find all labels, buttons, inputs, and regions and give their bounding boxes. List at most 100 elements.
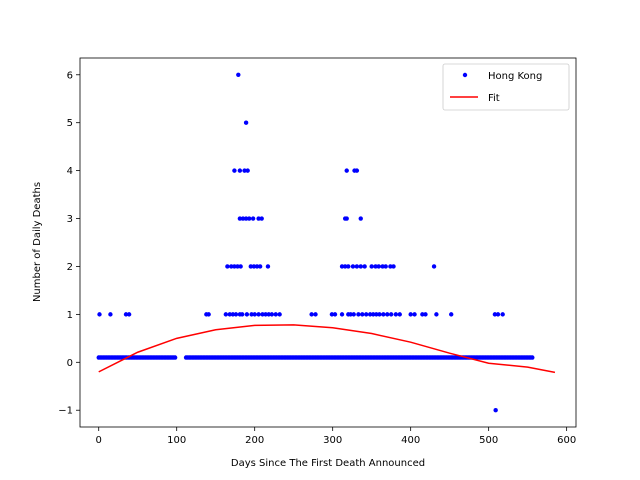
data-point — [225, 264, 230, 269]
data-point — [235, 264, 240, 269]
data-point — [263, 312, 268, 317]
data-point — [309, 312, 314, 317]
y-tick-label: 4 — [67, 166, 73, 177]
data-point — [358, 264, 363, 269]
data-point — [329, 312, 335, 317]
data-point — [364, 312, 369, 317]
x-tick-label: 400 — [401, 435, 420, 446]
data-point — [346, 264, 351, 269]
data-point — [240, 312, 245, 317]
data-point — [371, 312, 376, 317]
data-point — [354, 168, 360, 173]
data-point — [500, 312, 505, 317]
legend-box — [442, 63, 570, 111]
data-point — [434, 312, 439, 317]
data-point — [252, 312, 257, 317]
data-point — [265, 264, 271, 269]
data-point — [230, 312, 236, 317]
x-axis-label: Days Since The First Death Announced — [231, 458, 425, 469]
data-point — [266, 312, 271, 317]
data-point — [391, 264, 396, 269]
data-point — [373, 264, 378, 269]
data-point — [420, 312, 425, 317]
legend-label-fit: Fit — [488, 93, 500, 104]
data-point — [385, 312, 390, 317]
data-point — [240, 216, 246, 221]
data-point — [237, 168, 243, 173]
data-point — [381, 312, 386, 317]
data-point — [243, 120, 249, 125]
data-point — [237, 216, 243, 221]
data-point — [232, 264, 237, 269]
data-point — [377, 312, 382, 317]
data-point — [380, 264, 385, 269]
data-point — [251, 264, 257, 269]
data-point — [350, 264, 356, 269]
data-point — [332, 312, 338, 317]
legend-marker-hong-kong — [462, 72, 468, 78]
data-point — [236, 72, 241, 77]
data-point — [243, 216, 249, 221]
data-point — [244, 312, 250, 317]
data-layer — [96, 72, 556, 413]
legend: Hong Kong Fit — [442, 63, 570, 111]
x-tick-label: 0 — [96, 435, 102, 446]
data-point — [257, 264, 263, 269]
fit-line — [98, 324, 556, 374]
legend-label-hong-kong: Hong Kong — [488, 71, 542, 82]
data-point — [232, 168, 237, 173]
data-point — [367, 312, 373, 317]
data-point — [269, 312, 275, 317]
data-point — [248, 264, 253, 269]
data-point — [313, 312, 318, 317]
data-point — [123, 312, 129, 317]
data-point — [412, 312, 417, 317]
data-point — [277, 312, 282, 317]
data-point — [354, 264, 360, 269]
y-tick-label: 3 — [67, 214, 73, 225]
x-tick-label: 500 — [479, 435, 498, 446]
data-point — [273, 312, 278, 317]
data-point — [344, 168, 349, 173]
y-tick-label: 6 — [67, 70, 73, 81]
data-point — [408, 312, 413, 317]
data-point — [259, 216, 264, 221]
data-point — [339, 264, 345, 269]
data-point — [223, 312, 229, 317]
data-point — [97, 312, 102, 317]
data-point — [242, 168, 247, 173]
y-tick-label: −1 — [58, 406, 73, 417]
data-point — [495, 312, 501, 317]
x-tick-label: 300 — [323, 435, 342, 446]
data-point — [245, 168, 250, 173]
y-axis-label: Number of Daily Deaths — [32, 182, 43, 302]
data-point — [254, 264, 260, 269]
data-point — [250, 216, 256, 221]
data-point-zero-band — [172, 355, 178, 360]
data-point — [339, 312, 345, 317]
data-point — [260, 312, 265, 317]
data-point — [376, 264, 381, 269]
data-point — [108, 312, 113, 317]
data-point-zero-band — [530, 355, 535, 360]
data-point — [351, 312, 356, 317]
data-point — [342, 264, 348, 269]
data-point — [388, 312, 394, 317]
data-point — [356, 312, 361, 317]
data-point — [388, 264, 393, 269]
data-point — [256, 216, 261, 221]
y-tick-label: 0 — [67, 358, 73, 369]
data-point — [362, 264, 367, 269]
data-point — [348, 312, 353, 317]
data-point — [369, 264, 374, 269]
data-point — [238, 264, 243, 269]
ticks-layer: 0 100 200 300 400 500 600 −1 0 1 2 3 4 5 6 — [58, 70, 576, 446]
data-point — [431, 264, 437, 269]
x-tick-label: 600 — [557, 435, 576, 446]
x-tick-label: 200 — [245, 435, 264, 446]
data-point — [247, 216, 252, 221]
data-point — [249, 312, 254, 317]
data-point — [358, 216, 363, 221]
data-point — [126, 312, 132, 317]
